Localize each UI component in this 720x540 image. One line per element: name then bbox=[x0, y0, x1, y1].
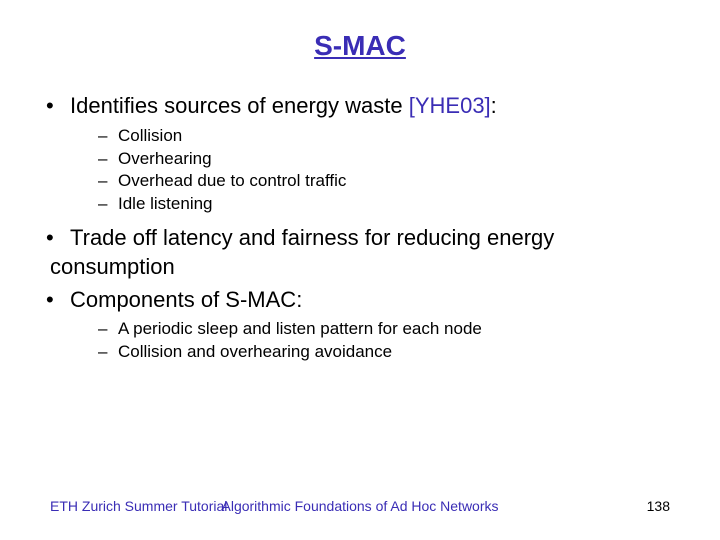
slide-title: S-MAC bbox=[50, 30, 670, 62]
bullet-list: Identifies sources of energy waste [YHE0… bbox=[50, 92, 670, 364]
bullet-text: Trade off latency and fairness for reduc… bbox=[50, 225, 554, 279]
sub-list: CollisionOverhearingOverhead due to cont… bbox=[98, 125, 670, 217]
slide: S-MAC Identifies sources of energy waste… bbox=[0, 0, 720, 540]
footer-right: 138 bbox=[647, 498, 670, 514]
sub-item: Collision and overhearing avoidance bbox=[98, 341, 670, 364]
sub-item: A periodic sleep and listen pattern for … bbox=[98, 318, 670, 341]
bullet-item: Identifies sources of energy waste [YHE0… bbox=[50, 92, 670, 121]
sub-item: Idle listening bbox=[98, 193, 670, 216]
sub-list: A periodic sleep and listen pattern for … bbox=[98, 318, 670, 364]
sub-item: Overhead due to control traffic bbox=[98, 170, 670, 193]
bullet-item: Components of S-MAC: bbox=[50, 286, 670, 315]
bullet-text: Identifies sources of energy waste bbox=[70, 93, 409, 118]
citation: [YHE03] bbox=[409, 93, 491, 118]
sub-item: Collision bbox=[98, 125, 670, 148]
bullet-item: Trade off latency and fairness for reduc… bbox=[50, 224, 670, 281]
footer: ETH Zurich Summer Tutorial Algorithmic F… bbox=[0, 498, 720, 514]
sub-item: Overhearing bbox=[98, 148, 670, 171]
footer-left: ETH Zurich Summer Tutorial bbox=[50, 498, 227, 514]
bullet-text-after: : bbox=[491, 93, 497, 118]
footer-center: Algorithmic Foundations of Ad Hoc Networ… bbox=[221, 498, 498, 514]
bullet-text: Components of S-MAC: bbox=[70, 287, 302, 312]
